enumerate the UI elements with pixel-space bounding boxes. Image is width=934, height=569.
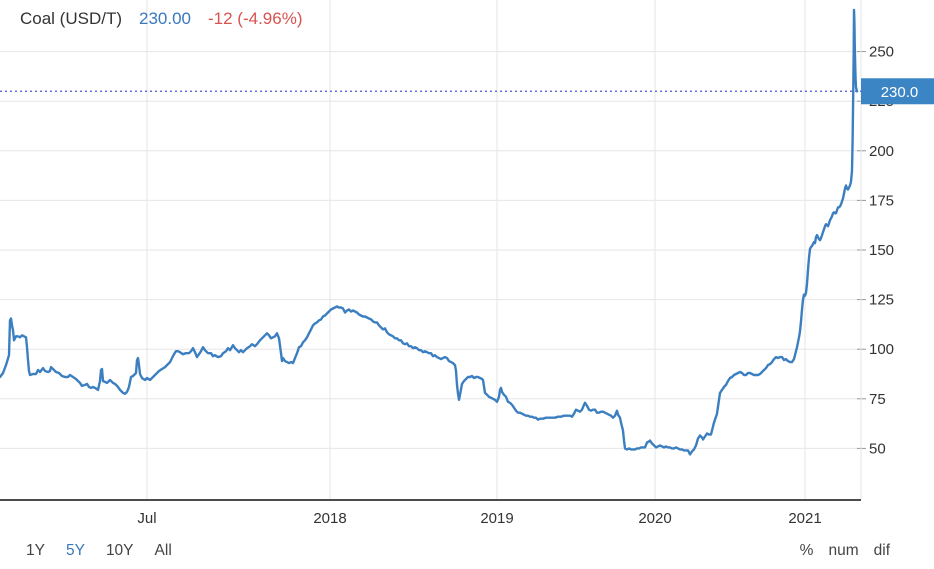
display-mode-selector: % num dif: [800, 542, 890, 560]
price-line-series: [0, 8, 859, 456]
price-change: -12 (-4.96%): [208, 9, 303, 28]
current-price-badge: [861, 78, 934, 105]
y-axis-label: 50: [869, 440, 886, 457]
y-axis-label: 75: [869, 391, 886, 408]
price-chart: 2502252001751501251007550Jul201820192020…: [0, 0, 934, 527]
range-button-1y[interactable]: 1Y: [26, 541, 45, 559]
y-axis-label: 150: [869, 242, 894, 259]
chart-header: Coal (USD/T) 230.00 -12 (-4.96%): [20, 9, 303, 29]
range-selector: 1Y 5Y 10Y All: [26, 542, 172, 560]
y-axis-label: 100: [869, 341, 894, 358]
x-axis-label: Jul: [137, 510, 156, 527]
x-axis-label: 2020: [638, 510, 671, 527]
y-axis-label: 200: [869, 143, 894, 160]
current-price-badge-label: 230.0: [881, 84, 919, 101]
range-button-10y[interactable]: 10Y: [105, 541, 134, 559]
x-axis-label: 2018: [313, 510, 346, 527]
x-axis-label: 2019: [480, 510, 513, 527]
chart-toolbar: 1Y 5Y 10Y All % num dif: [0, 532, 934, 569]
symbol-title: Coal (USD/T): [20, 9, 123, 28]
mode-button-percent[interactable]: %: [799, 541, 814, 559]
mode-button-dif[interactable]: dif: [873, 541, 890, 559]
range-button-5y[interactable]: 5Y: [65, 541, 85, 559]
mode-button-num[interactable]: num: [828, 541, 859, 559]
y-axis-label: 125: [869, 292, 894, 309]
y-axis-label: 250: [869, 44, 894, 61]
range-button-all[interactable]: All: [154, 541, 172, 559]
y-axis-label: 175: [869, 192, 894, 209]
x-axis-label: 2021: [788, 510, 821, 527]
last-price: 230.00: [139, 9, 192, 28]
